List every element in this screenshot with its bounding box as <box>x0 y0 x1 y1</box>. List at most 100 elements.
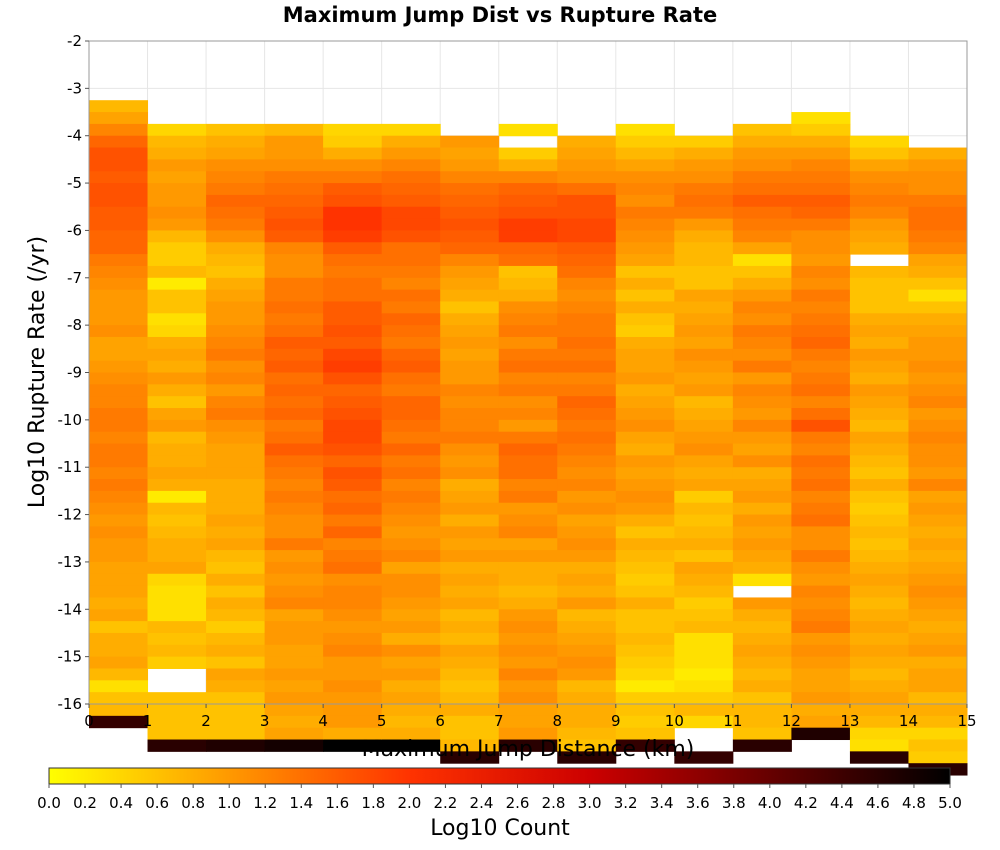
heatmap-cell <box>206 443 266 456</box>
heatmap-cell <box>791 171 851 184</box>
heatmap-cell <box>381 183 441 196</box>
heatmap-cell <box>498 443 558 456</box>
heatmap-cell <box>849 265 909 279</box>
heatmap-cell <box>206 242 266 255</box>
heatmap-cell <box>674 585 734 598</box>
heatmap-cell <box>264 289 324 302</box>
heatmap-cell <box>615 218 675 231</box>
heatmap-cell <box>498 171 558 184</box>
heatmap-cell <box>323 479 383 492</box>
heatmap-cell <box>381 656 441 669</box>
heatmap-cell <box>732 254 792 267</box>
heatmap-cell <box>89 100 149 113</box>
heatmap-cell <box>615 573 675 587</box>
heatmap-cell <box>732 360 792 373</box>
heatmap-cell <box>440 265 500 279</box>
heatmap-cell <box>264 419 324 433</box>
heatmap-cell <box>674 467 734 480</box>
heatmap-cell <box>615 431 675 445</box>
heatmap-cell <box>498 609 558 622</box>
heatmap-cell <box>791 384 851 397</box>
heatmap-cell <box>440 550 500 563</box>
heatmap-cell <box>849 514 909 527</box>
heatmap-cell <box>615 325 675 338</box>
heatmap-cell <box>674 479 734 492</box>
heatmap-cell <box>147 360 207 373</box>
heatmap-cell <box>89 668 149 681</box>
heatmap-cell <box>732 123 792 137</box>
heatmap-cell <box>206 265 266 279</box>
heatmap-cell <box>381 609 441 622</box>
heatmap-cell <box>440 597 500 610</box>
heatmap-cell <box>908 289 968 302</box>
heatmap-cell <box>791 265 851 279</box>
colorbar-tick-label: 3.4 <box>650 794 674 812</box>
heatmap-cell <box>498 396 558 409</box>
heatmap-cell <box>732 561 792 575</box>
heatmap-cell <box>732 325 792 338</box>
colorbar-tick-label: 0.2 <box>73 794 97 812</box>
heatmap-cell <box>615 632 675 646</box>
x-tick-label: 14 <box>899 712 918 730</box>
heatmap-cell <box>557 573 617 587</box>
heatmap-cell <box>557 431 617 445</box>
heatmap-cell <box>264 561 324 575</box>
heatmap-cell <box>674 183 734 196</box>
heatmap-cell <box>440 408 500 421</box>
heatmap-cell <box>674 289 734 302</box>
heatmap-cell <box>557 301 617 314</box>
heatmap-cell <box>732 419 792 433</box>
heatmap-cell <box>674 384 734 397</box>
heatmap-cell <box>89 218 149 231</box>
heatmap-cells <box>89 100 968 776</box>
heatmap-cell <box>674 573 734 587</box>
heatmap-cell <box>264 123 324 137</box>
heatmap-cell <box>323 692 383 705</box>
heatmap-cell <box>440 727 500 741</box>
heatmap-cell <box>674 254 734 267</box>
heatmap-cell <box>147 289 207 302</box>
heatmap-cell <box>615 692 675 705</box>
heatmap-cell <box>849 479 909 492</box>
heatmap-cell <box>147 325 207 338</box>
heatmap-cell <box>89 490 149 504</box>
heatmap-cell <box>791 325 851 338</box>
heatmap-cell <box>674 656 734 669</box>
heatmap-cell <box>323 561 383 575</box>
heatmap-cell <box>615 384 675 397</box>
heatmap-cell <box>498 585 558 598</box>
heatmap-cell <box>791 206 851 220</box>
heatmap-cell <box>440 573 500 587</box>
heatmap-cell <box>615 159 675 172</box>
x-tick-label: 10 <box>665 712 684 730</box>
heatmap-cell <box>849 135 909 149</box>
heatmap-cell <box>498 715 558 729</box>
heatmap-cell <box>615 538 675 551</box>
heatmap-cell <box>206 573 266 587</box>
heatmap-cell <box>498 727 558 741</box>
heatmap-cell <box>206 455 266 468</box>
heatmap-cell <box>674 502 734 516</box>
heatmap-cell <box>89 561 149 575</box>
heatmap-cell <box>908 585 968 598</box>
heatmap-cell <box>323 490 383 504</box>
heatmap-cell <box>381 704 441 717</box>
heatmap-cell <box>498 218 558 231</box>
heatmap-cell <box>908 680 968 693</box>
heatmap-cell <box>498 668 558 681</box>
heatmap-cell <box>264 550 324 563</box>
heatmap-cell <box>557 727 617 741</box>
heatmap-cell <box>615 443 675 456</box>
heatmap-cell <box>674 301 734 314</box>
heatmap-cell <box>323 431 383 445</box>
heatmap-cell <box>557 609 617 622</box>
heatmap-cell <box>791 538 851 551</box>
heatmap-cell <box>849 704 909 717</box>
heatmap-cell <box>147 277 207 291</box>
colorbar-tick-label: 2.2 <box>434 794 458 812</box>
heatmap-cell <box>264 479 324 492</box>
heatmap-cell <box>674 443 734 456</box>
heatmap-cell <box>849 408 909 421</box>
heatmap-cell <box>557 230 617 243</box>
colorbar-tick-label: 0.4 <box>109 794 133 812</box>
